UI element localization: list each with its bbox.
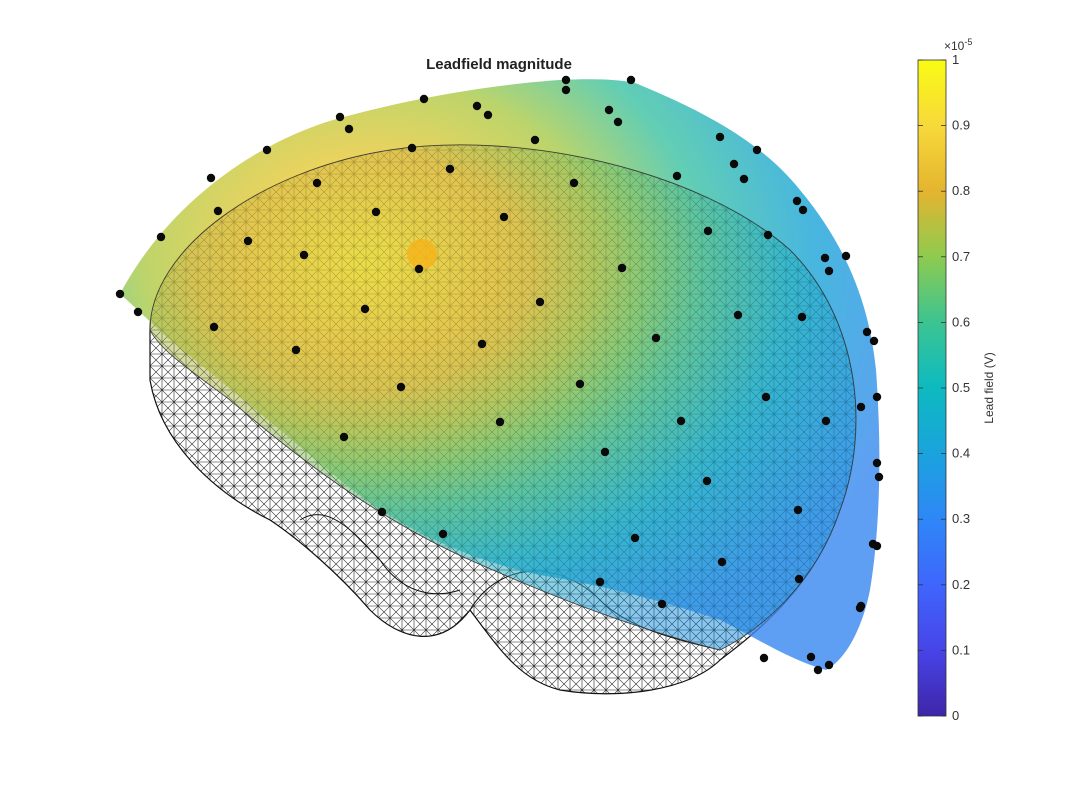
electrodes — [115, 75, 884, 675]
electrode-marker — [856, 402, 866, 412]
electrode-marker — [874, 472, 884, 482]
electrode-marker — [792, 196, 802, 206]
colorbar-tick-label: 0 — [952, 708, 959, 723]
electrode-marker — [575, 379, 585, 389]
electrode-marker — [339, 432, 349, 442]
electrode-marker — [763, 230, 773, 240]
electrode-marker — [445, 164, 455, 174]
colorbar-tick-label: 0.4 — [952, 446, 970, 461]
electrode-marker — [657, 599, 667, 609]
electrode-marker — [604, 105, 614, 115]
electrode-marker — [821, 416, 831, 426]
electrode-marker — [841, 251, 851, 261]
electrode-marker — [291, 345, 301, 355]
electrode-marker — [798, 205, 808, 215]
electrode-marker — [729, 159, 739, 169]
electrode-marker — [806, 652, 816, 662]
electrode-marker — [676, 416, 686, 426]
electrode-marker — [672, 171, 682, 181]
electrode-marker — [824, 266, 834, 276]
electrode-marker — [335, 112, 345, 122]
electrode-marker — [759, 653, 769, 663]
electrode-marker — [824, 660, 834, 670]
electrode-marker — [872, 458, 882, 468]
electrode-marker — [371, 207, 381, 217]
electrode-marker — [499, 212, 509, 222]
electrode-marker — [419, 94, 429, 104]
electrode-marker — [752, 145, 762, 155]
electrode-marker — [561, 85, 571, 95]
electrode-marker — [472, 101, 482, 111]
electrode-marker — [535, 297, 545, 307]
electrode-marker — [626, 75, 636, 85]
electrode-marker — [869, 336, 879, 346]
electrode-marker — [396, 382, 406, 392]
colorbar-tick-label: 0.3 — [952, 511, 970, 526]
colorbar-tick-label: 0.9 — [952, 118, 970, 133]
electrode-marker — [377, 507, 387, 517]
electrode-marker — [872, 541, 882, 551]
chart-title: Leadfield magnitude — [426, 56, 572, 73]
colorbar-tick-label: 0.5 — [952, 380, 970, 395]
electrode-marker — [820, 253, 830, 263]
electrode-marker — [855, 603, 865, 613]
colorbar-multiplier: ×10-5 — [944, 37, 973, 53]
electrode-marker — [872, 392, 882, 402]
electrode-marker — [569, 178, 579, 188]
colorbar-tick-label: 0.1 — [952, 642, 970, 657]
electrode-marker — [438, 529, 448, 539]
electrode-marker — [213, 206, 223, 216]
electrode-marker — [717, 557, 727, 567]
electrode-marker — [761, 392, 771, 402]
electrode-marker — [299, 250, 309, 260]
electrode-marker — [209, 322, 219, 332]
electrode-marker — [600, 447, 610, 457]
electrode-marker — [477, 339, 487, 349]
electrode-marker — [243, 236, 253, 246]
electrode-marker — [414, 264, 424, 274]
electrode-marker — [483, 110, 493, 120]
colorbar-tick-label: 0.8 — [952, 183, 970, 198]
electrode-marker — [360, 304, 370, 314]
electrode-marker — [344, 124, 354, 134]
electrode-marker — [739, 174, 749, 184]
electrode-marker — [156, 232, 166, 242]
electrode-marker — [794, 574, 804, 584]
electrode-marker — [793, 505, 803, 515]
electrode-marker — [703, 226, 713, 236]
electrode-marker — [495, 417, 505, 427]
electrode-marker — [715, 132, 725, 142]
electrode-marker — [733, 310, 743, 320]
electrode-marker — [312, 178, 322, 188]
electrode-marker — [206, 173, 216, 183]
electrode-marker — [862, 327, 872, 337]
electrode-marker — [651, 333, 661, 343]
electrode-marker — [617, 263, 627, 273]
electrode-marker — [813, 665, 823, 675]
electrode-marker — [613, 117, 623, 127]
electrode-marker — [561, 75, 571, 85]
electrode-marker — [595, 577, 605, 587]
colorbar-tick-label: 0.6 — [952, 314, 970, 329]
electrode-marker — [797, 312, 807, 322]
colorbar-tick-label: 0.2 — [952, 577, 970, 592]
colorbar-tick-label: 0.7 — [952, 249, 970, 264]
colorbar-tick-label: 1 — [952, 52, 959, 67]
electrode-marker — [262, 145, 272, 155]
dipole-source — [407, 239, 437, 269]
electrode-marker — [407, 143, 417, 153]
electrode-marker — [702, 476, 712, 486]
colorbar: 0 0.1 0.2 0.3 0.4 0.5 0.6 0.7 0.8 0.9 1 — [917, 52, 970, 723]
colorbar-label: Lead field (V) — [982, 352, 996, 424]
electrode-marker — [530, 135, 540, 145]
electrode-marker — [133, 307, 143, 317]
electrode-marker — [115, 289, 125, 299]
electrode-marker — [630, 533, 640, 543]
